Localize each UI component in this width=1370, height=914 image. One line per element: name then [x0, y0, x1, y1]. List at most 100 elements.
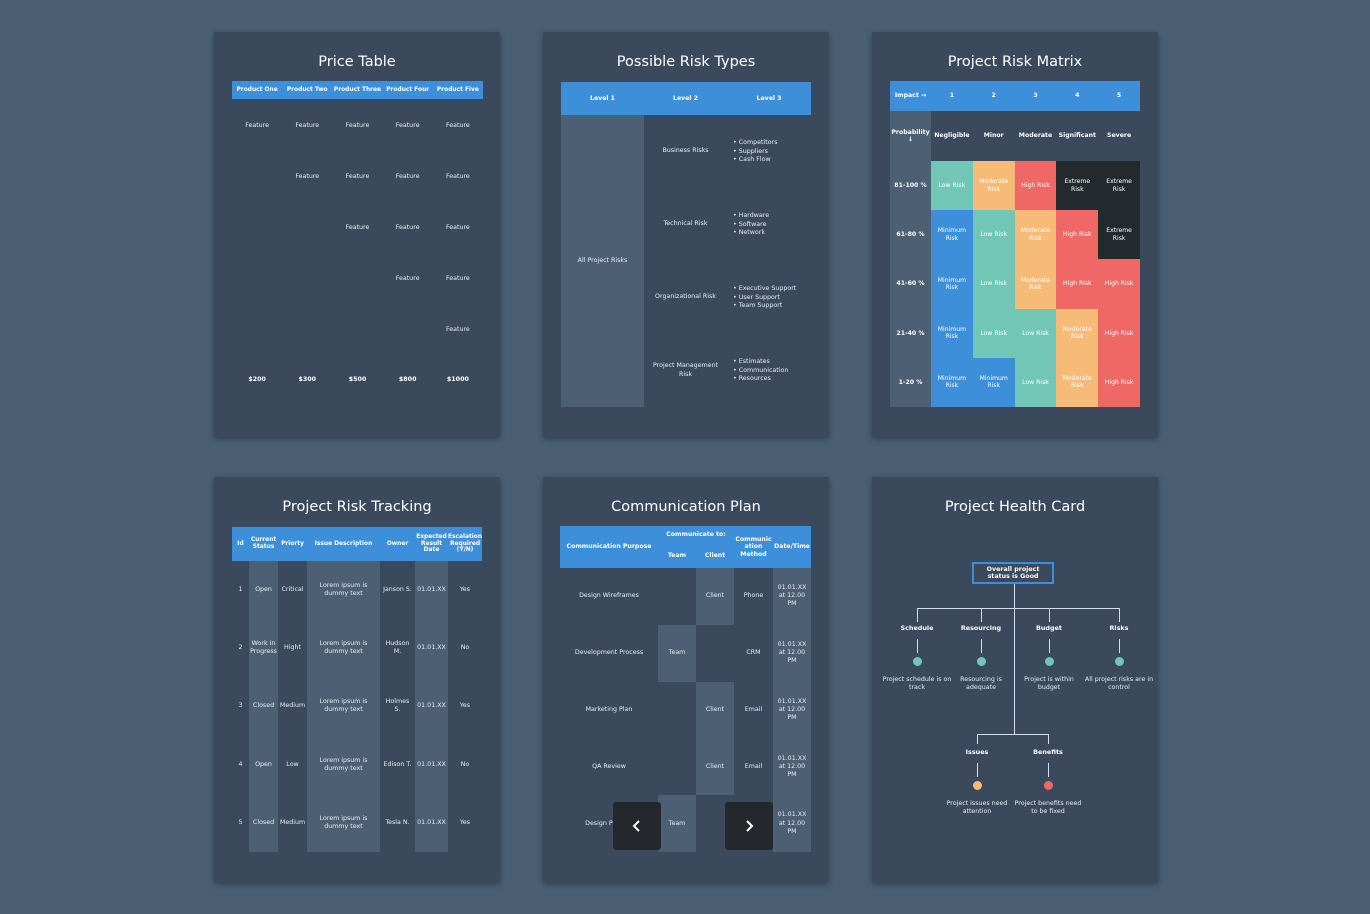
- feature-cell: Feature: [245, 121, 269, 129]
- risk-cell: High Risk: [1056, 259, 1099, 309]
- risk-cell: Moderate Risk: [972, 161, 1015, 211]
- level3-item: • Competitors: [733, 139, 778, 146]
- branch-label: Schedule: [900, 624, 934, 633]
- issue-description: Lorem ipsum is dummy text: [319, 814, 368, 830]
- next-button[interactable]: [725, 802, 773, 850]
- tracking-cell: 01.01.XX: [417, 760, 446, 768]
- price-table-title: Price Table: [318, 54, 396, 70]
- comm-team: Team: [668, 649, 686, 657]
- probability-row-label: 61-80 %: [896, 231, 925, 239]
- sub-branch-stem: [977, 763, 978, 777]
- feature-cell: Feature: [395, 172, 420, 180]
- comm-header-datetime: Date/Time: [774, 543, 810, 551]
- risk-cell: Moderate Risk: [1056, 308, 1099, 358]
- tracking-header: [232, 527, 482, 561]
- risk-types-header: [561, 82, 811, 115]
- tracking-cell: 2: [238, 644, 243, 652]
- datetime-column: [773, 568, 811, 852]
- tracking-header-cell: Escalation Required (Y/N): [447, 533, 483, 554]
- tracking-cell: 01.01.XX: [417, 644, 446, 652]
- comm-header-client: Client: [704, 552, 726, 560]
- level3-item: • Software: [733, 220, 767, 228]
- impact-number: 4: [1075, 92, 1080, 100]
- tracking-cell: 5: [238, 818, 243, 826]
- comm-purpose: Design Wireframes: [579, 592, 639, 600]
- tracking-header-cell: Expected Result Date: [416, 533, 447, 554]
- level2-label: Technical Risk: [663, 220, 708, 228]
- sub-branch-stem: [1048, 763, 1049, 777]
- level3-item: • Hardware: [733, 212, 770, 219]
- sub-branch-desc: Project benefits need to be fixed: [1014, 799, 1082, 815]
- sub-branch-connector: [977, 734, 978, 744]
- price-table-header: [232, 81, 483, 99]
- sub-branch-bar: [977, 734, 1048, 735]
- tracking-cell: No: [460, 760, 470, 768]
- impact-number: 1: [949, 92, 955, 100]
- client-cell-shade: [696, 568, 734, 625]
- tracking-cell: Low: [286, 760, 299, 768]
- communication-plan-title: Communication Plan: [611, 499, 761, 515]
- risk-cell: High Risk: [1014, 161, 1057, 211]
- product-header: Product Five: [436, 86, 479, 93]
- impact-header-row: [890, 81, 1140, 111]
- tracking-cell: Critical: [281, 586, 304, 593]
- overall-status-text: Overall project status is Good: [986, 565, 1040, 580]
- risk-cell: Minimum Risk: [931, 259, 973, 309]
- branch-desc: Project schedule is on track: [882, 675, 952, 691]
- comm-datetime: 01.01.XX at 12.00 PM: [777, 754, 807, 778]
- level3-list: • Competitors • Suppliers • Cash Flow: [733, 139, 813, 165]
- feature-cell: Feature: [445, 325, 470, 333]
- comm-client: Client: [705, 762, 725, 770]
- branch-label: Budget: [1036, 624, 1062, 633]
- risk-cell: Extreme Risk: [1056, 161, 1099, 211]
- tracking-header-cell: Owner: [386, 540, 409, 547]
- tracking-cell: Janson S.: [383, 586, 412, 593]
- risk-matrix-title: Project Risk Matrix: [947, 54, 1083, 70]
- price-value: $500: [348, 375, 367, 383]
- tracking-cell: Hight: [284, 644, 301, 652]
- tracking-cell: 01.01.XX: [417, 818, 446, 826]
- level3-item: • Estimates: [733, 358, 770, 365]
- probability-row-label: 21-40 %: [896, 329, 925, 337]
- product-header: Product Two: [286, 86, 328, 93]
- comm-team: [658, 682, 696, 739]
- comm-team: Team: [668, 819, 686, 827]
- branch-stem: [917, 639, 918, 653]
- risk-tracking-title: Project Risk Tracking: [282, 499, 432, 515]
- client-cell-shade: [696, 738, 734, 796]
- risk-types-card: Possible Risk Types Level 1 Level 2 Leve…: [543, 32, 829, 437]
- tracking-cell: Yes: [459, 702, 471, 710]
- risk-cell: Low Risk: [972, 259, 1015, 309]
- level2-label: Project Management Risk: [652, 362, 719, 378]
- tracking-cell: 4: [238, 760, 243, 768]
- probability-label: Probability ↓: [891, 128, 930, 143]
- tracking-column-shade: [307, 561, 380, 852]
- status-dot: [912, 657, 922, 666]
- impact-name: Minor: [983, 132, 1004, 140]
- tracking-cell: 3: [238, 702, 243, 710]
- tracking-cell: Closed: [252, 702, 275, 710]
- tracking-column-shade: [249, 561, 278, 852]
- price-value: $300: [298, 375, 317, 383]
- level3-list: • Estimates • Communication • Resources: [733, 358, 813, 384]
- risk-tracking-card: Project Risk Tracking Id Current Status Pr…: [214, 477, 500, 882]
- product-header: Product One: [236, 86, 278, 93]
- impact-number: 3: [1033, 92, 1038, 100]
- comm-header-method: Communic ation Method: [735, 536, 772, 558]
- level2-label: Business Risks: [662, 147, 709, 155]
- impact-name: Severe: [1107, 132, 1132, 140]
- comm-method: CRM: [746, 649, 761, 657]
- comm-client: Client: [705, 705, 725, 713]
- tracking-cell: Closed: [252, 818, 275, 826]
- overall-status-box: Overall project status is Good: [972, 562, 1054, 584]
- team-cell-shade: [658, 795, 696, 852]
- feature-cell: Feature: [445, 172, 470, 180]
- issue-description: Lorem ipsum is dummy text: [319, 640, 368, 656]
- status-dot: [972, 781, 982, 790]
- tracking-header-cell: Id: [237, 540, 244, 547]
- risk-cell: Low Risk: [1014, 308, 1057, 358]
- feature-cell: Feature: [345, 121, 370, 129]
- level3-item: • Resources: [733, 375, 771, 382]
- feature-cell: Feature: [395, 274, 420, 282]
- prev-button[interactable]: [613, 802, 661, 850]
